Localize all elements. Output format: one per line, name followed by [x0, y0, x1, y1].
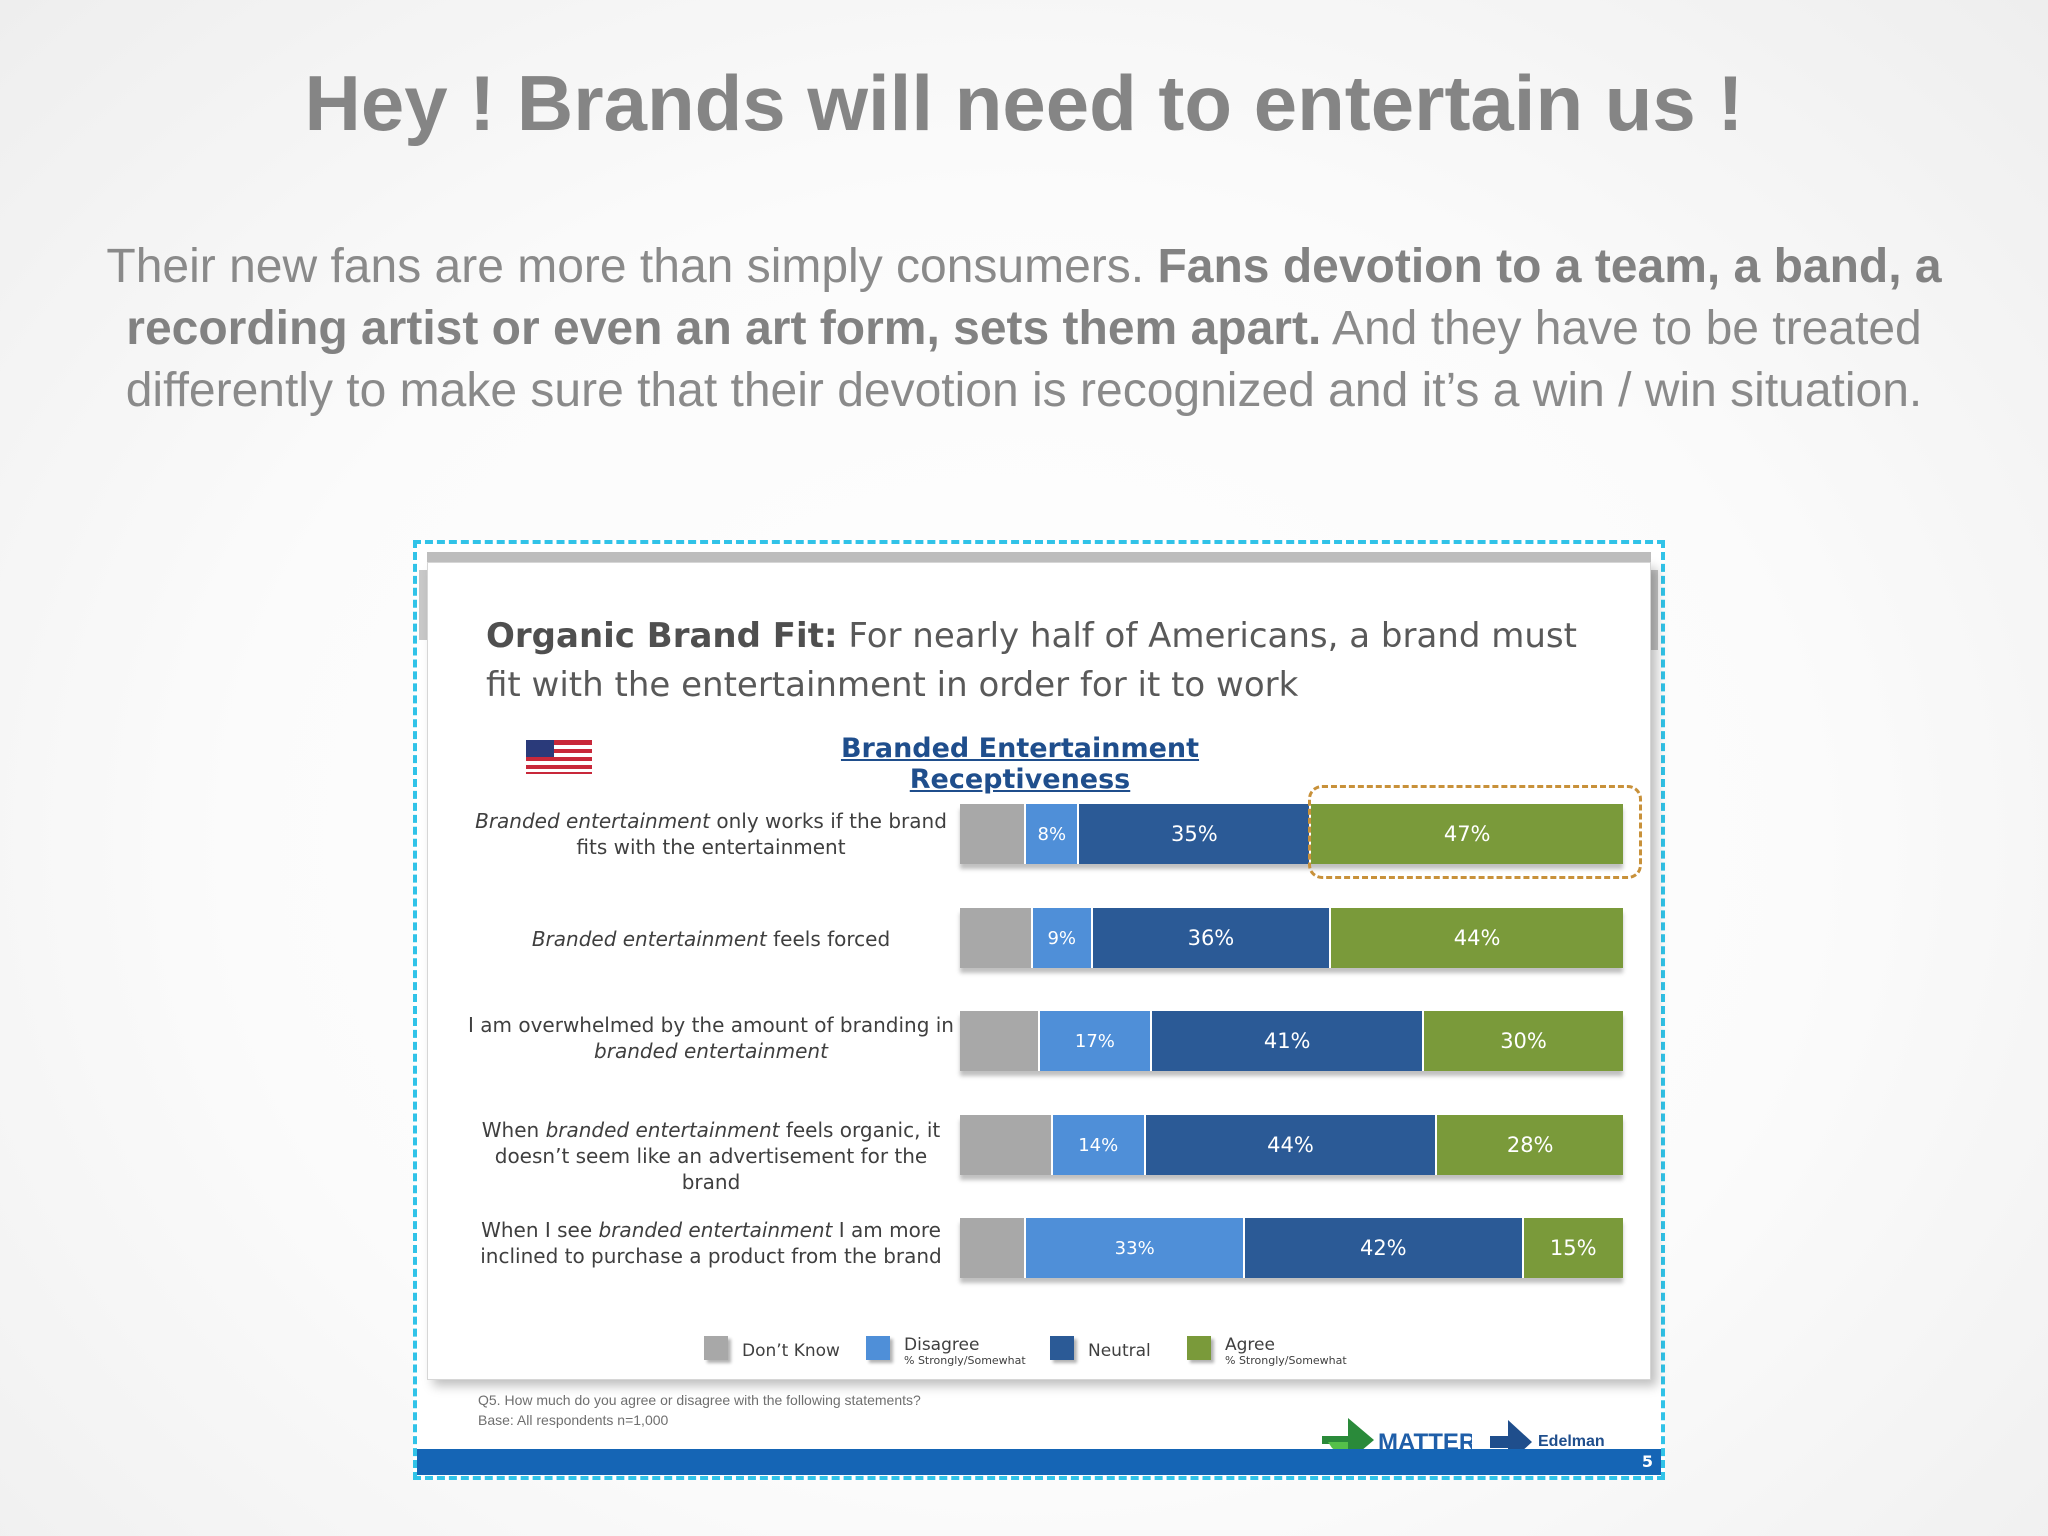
- footnote: Q5. How much do you agree or disagree wi…: [478, 1390, 921, 1430]
- data-label: 28%: [1506, 1133, 1554, 1157]
- data-label: 41%: [1263, 1029, 1311, 1053]
- data-label: 14%: [1078, 1134, 1119, 1156]
- bar-segment-dont-know: [960, 1011, 1040, 1071]
- row-label-4: When branded entertainment feels organic…: [466, 1117, 956, 1195]
- legend-label: Neutral: [1088, 1336, 1151, 1360]
- legend-swatch: [704, 1336, 728, 1360]
- legend-swatch: [866, 1336, 890, 1360]
- row-label-text: feels organic, it doesn’t seem like an a…: [494, 1118, 941, 1194]
- legend-name: Neutral: [1088, 1341, 1151, 1361]
- bar-segment-disagree: 17%: [1039, 1011, 1153, 1071]
- intro-text-1: Their new fans are more than simply cons…: [106, 240, 1158, 293]
- bar-segment-disagree: 8%: [1026, 804, 1080, 864]
- legend-item-neutral: Neutral: [1050, 1336, 1151, 1360]
- bar-segment-neutral: 44%: [1145, 1115, 1438, 1175]
- legend-item-agree: Agree% Strongly/Somewhat: [1187, 1336, 1347, 1368]
- footnote-question: Q5. How much do you agree or disagree wi…: [478, 1392, 921, 1408]
- row-label-text: I am more inclined to purchase a product…: [480, 1218, 942, 1268]
- row-label-italic: Branded entertainment: [475, 809, 711, 833]
- data-label: 44%: [1453, 926, 1501, 950]
- row-label-italic: branded entertainment: [545, 1118, 780, 1142]
- legend-sublabel: % Strongly/Somewhat: [1225, 1354, 1347, 1367]
- legend-name: Disagree: [904, 1335, 980, 1355]
- bar-segment-neutral: 35%: [1079, 804, 1312, 864]
- row-label-italic: branded entertainment: [594, 1039, 828, 1063]
- edelman-logo: Edelman: [1490, 1420, 1605, 1464]
- legend-name: Don’t Know: [742, 1341, 840, 1361]
- row-label-text: I am overwhelmed by the amount of brandi…: [468, 1013, 954, 1037]
- bar-segment-dont-know: [960, 1115, 1053, 1175]
- row-label-1: Branded entertainment only works if the …: [466, 808, 956, 860]
- legend-label: Agree% Strongly/Somewhat: [1225, 1336, 1347, 1368]
- data-label: 17%: [1074, 1030, 1115, 1052]
- bar-segment-neutral: 41%: [1152, 1011, 1425, 1071]
- data-label: 44%: [1267, 1133, 1314, 1157]
- row-label-text: only works if the brand fits with the en…: [576, 809, 947, 859]
- data-label: 33%: [1114, 1237, 1155, 1259]
- card-tab-right: [1650, 570, 1658, 650]
- intro-text-2: And they have to be treated differently …: [125, 302, 1923, 417]
- intro-paragraph: Their new fans are more than simply cons…: [60, 236, 1988, 422]
- data-label: 42%: [1359, 1236, 1407, 1260]
- row-label-2: Branded entertainment feels forced: [466, 926, 956, 952]
- chart-title: Organic Brand Fit: For nearly half of Am…: [486, 612, 1616, 710]
- bar-row-2: 9% 36% 44%: [960, 908, 1623, 968]
- row-label-text: When I see: [481, 1218, 599, 1242]
- bar-row-3: 17% 41% 30%: [960, 1011, 1623, 1071]
- card-tab-left: [419, 570, 429, 640]
- legend-label: Don’t Know: [742, 1336, 840, 1360]
- bar-segment-dont-know: [960, 1218, 1027, 1278]
- legend-item-dont-know: Don’t Know: [704, 1336, 840, 1360]
- chart-subtitle: Branded Entertainment Receptiveness: [840, 733, 1200, 795]
- row-label-italic: Branded entertainment: [531, 927, 767, 951]
- bar-row-1: 8% 35% 47%: [960, 804, 1623, 864]
- edelman-logo-text: Edelman: [1538, 1433, 1605, 1450]
- data-label: 9%: [1047, 927, 1077, 949]
- row-label-text: When: [481, 1118, 546, 1142]
- data-label: 47%: [1443, 822, 1491, 846]
- row-label-3: I am overwhelmed by the amount of brandi…: [466, 1012, 956, 1064]
- legend-swatch: [1187, 1336, 1211, 1360]
- bar-segment-agree: 47%: [1311, 804, 1623, 864]
- data-label: 36%: [1187, 926, 1235, 950]
- row-label-italic: branded entertainment: [598, 1218, 833, 1242]
- data-label: 15%: [1549, 1236, 1597, 1260]
- row-label-5: When I see branded entertainment I am mo…: [466, 1217, 956, 1269]
- legend-label: Disagree% Strongly/Somewhat: [904, 1336, 1026, 1368]
- data-label: 30%: [1500, 1029, 1547, 1053]
- data-label: 35%: [1171, 822, 1218, 846]
- bar-segment-agree: 44%: [1331, 908, 1623, 968]
- bar-segment-dont-know: [960, 908, 1033, 968]
- footnote-base: Base: All respondents n=1,000: [478, 1412, 669, 1428]
- bar-segment-agree: 30%: [1424, 1011, 1623, 1071]
- bar-row-5: 33% 42% 15%: [960, 1218, 1623, 1278]
- row-label-text: feels forced: [766, 927, 891, 951]
- footer-bar: 5: [417, 1449, 1661, 1475]
- bar-segment-disagree: 9%: [1032, 908, 1093, 968]
- bar-segment-disagree: 33%: [1026, 1218, 1246, 1278]
- page-number: 5: [1641, 1452, 1653, 1471]
- bar-segment-dont-know: [960, 804, 1027, 864]
- data-label: 8%: [1037, 823, 1067, 845]
- agree-highlight-box: [1308, 785, 1642, 879]
- us-flag-icon: [526, 740, 592, 774]
- legend-item-disagree: Disagree% Strongly/Somewhat: [866, 1336, 1026, 1368]
- legend-swatch: [1050, 1336, 1074, 1360]
- bar-segment-disagree: 14%: [1052, 1115, 1146, 1175]
- intro-text-bold: Fans devotion to a team, a band, a recor…: [126, 240, 1942, 355]
- bar-segment-neutral: 36%: [1092, 908, 1332, 968]
- legend-name: Agree: [1225, 1335, 1275, 1355]
- bar-segment-neutral: 42%: [1245, 1218, 1524, 1278]
- bar-row-4: 14% 44% 28%: [960, 1115, 1623, 1175]
- chart-title-rest: For nearly half of Americans, a brand mu…: [486, 616, 1577, 705]
- chart-title-bold: Organic Brand Fit:: [486, 616, 838, 656]
- bar-segment-agree: 15%: [1523, 1218, 1623, 1278]
- legend-sublabel: % Strongly/Somewhat: [904, 1354, 1026, 1367]
- slide-title: Hey ! Brands will need to entertain us !: [304, 59, 1744, 147]
- bar-segment-agree: 28%: [1437, 1115, 1623, 1175]
